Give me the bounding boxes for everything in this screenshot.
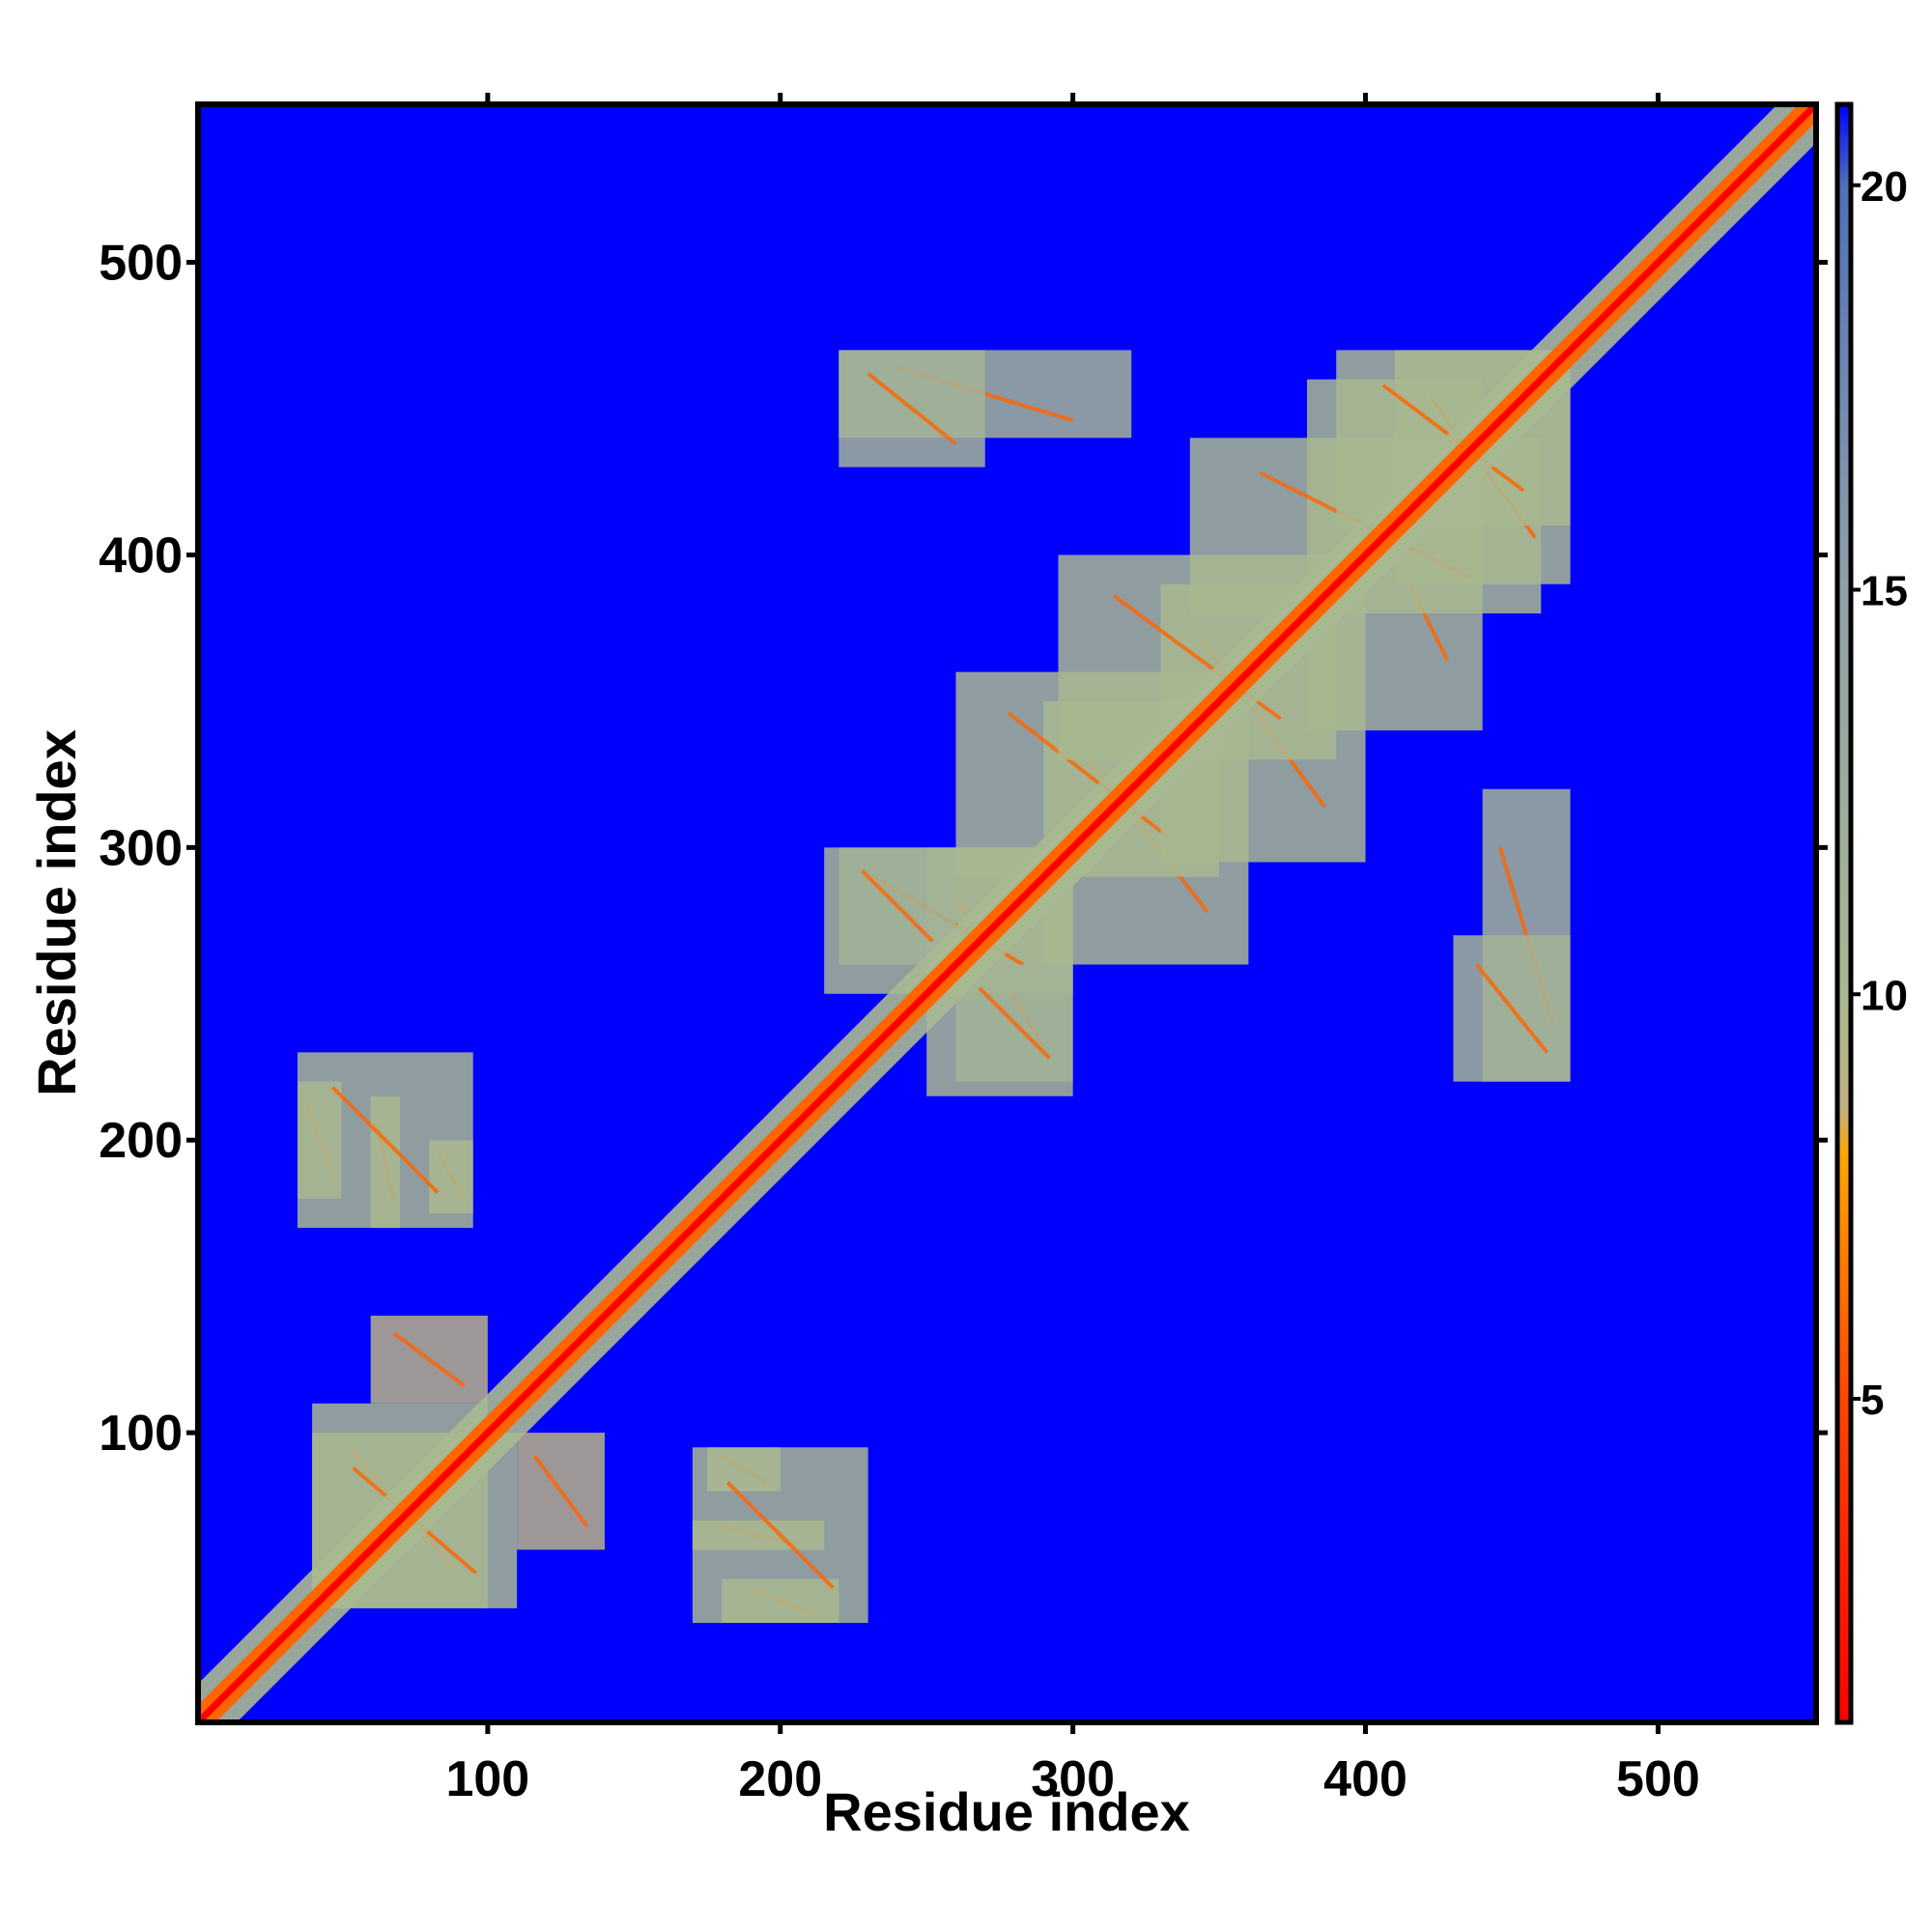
contact-region-block-D-1 [517, 1433, 606, 1550]
x-tick-label: 400 [1323, 1751, 1407, 1807]
heatmap-cells [198, 104, 1816, 1722]
contact-region-block-B-1-mirror [297, 1052, 473, 1229]
contact-region-block-F-2 [838, 847, 956, 965]
y-tick-label: 300 [99, 820, 183, 876]
x-tick-label: 500 [1616, 1751, 1700, 1807]
colorbar-tick-label: 15 [1861, 568, 1908, 615]
x-axis-title: Residue index [823, 1781, 1190, 1842]
colorbar-ticks: 5 10 15 20 [1851, 163, 1908, 1424]
x-tick-label: 200 [738, 1751, 822, 1807]
x-axis-ticks: 100 200 300 400 500 [445, 93, 1700, 1807]
diagonal-band [198, 104, 1816, 1722]
x-tick-label: 100 [445, 1751, 529, 1807]
contact-region-block-G-1 [838, 350, 985, 468]
y-axis-ticks: 100 200 300 400 500 [99, 236, 1828, 1462]
y-tick-label: 500 [99, 236, 183, 292]
colorbar [1834, 101, 1854, 1725]
plot-frame [195, 101, 1819, 1725]
colorbar-tick-label: 20 [1861, 163, 1908, 211]
colorbar-tick-label: 10 [1861, 972, 1908, 1019]
contact-region-block-D-1-mirror [370, 1315, 488, 1404]
contact-region-block-G-1-mirror [1453, 935, 1571, 1082]
y-tick-label: 100 [99, 1406, 183, 1462]
contact-region-block-B-1 [692, 1447, 868, 1624]
colorbar-tick-label: 5 [1861, 1377, 1884, 1424]
y-axis-title: Residue index [26, 729, 87, 1096]
y-tick-label: 200 [99, 1113, 183, 1169]
y-tick-label: 400 [99, 527, 183, 583]
x-tick-label: 300 [1031, 1751, 1115, 1807]
contact-region-block-F-2-mirror [955, 964, 1073, 1082]
